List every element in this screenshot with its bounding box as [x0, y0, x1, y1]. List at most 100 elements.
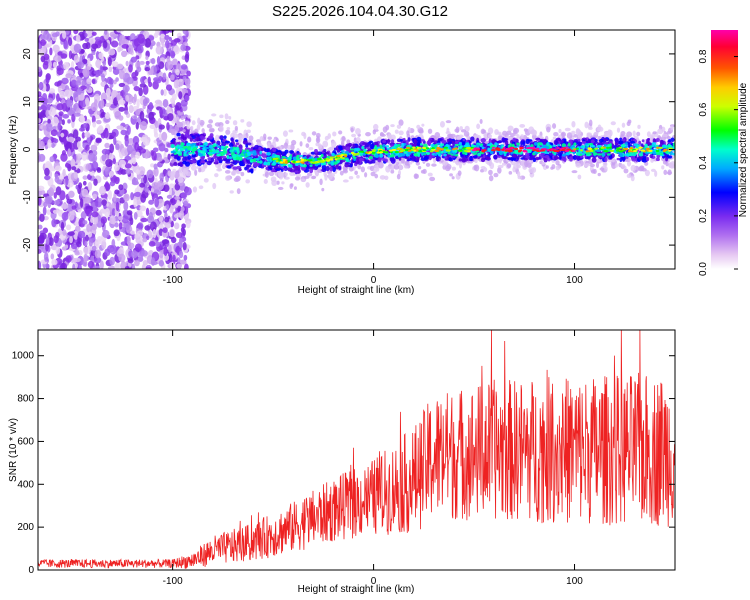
band-cell [170, 141, 176, 145]
noise-cell [80, 85, 87, 90]
noise-cell [84, 37, 89, 42]
noise-cell [145, 60, 150, 65]
band-cell [325, 165, 330, 172]
noise-cell [108, 66, 113, 73]
band-cell [365, 159, 370, 164]
noise-cell [85, 144, 90, 151]
band-cell [616, 157, 620, 161]
noise-cell [61, 77, 69, 85]
band-cell [641, 139, 645, 143]
noise-cell [38, 118, 42, 124]
noise-cell [63, 39, 68, 49]
band-cell [493, 154, 498, 160]
core-cell [565, 151, 570, 156]
halo-cell [416, 124, 421, 130]
noise-cell [111, 61, 119, 68]
noise-cell [91, 161, 99, 170]
noise-cell [120, 129, 128, 136]
core-cell [638, 152, 644, 157]
band-cell [246, 142, 252, 146]
noise-cell [62, 30, 67, 39]
band-cell [602, 138, 608, 142]
noise-cell [100, 111, 107, 118]
halo-cell [418, 129, 424, 134]
halo-cell [284, 172, 288, 177]
halo-cell [276, 180, 280, 185]
band-cell [223, 135, 227, 140]
noise-cell [125, 94, 130, 102]
noise-cell [52, 61, 57, 69]
noise-cell [156, 56, 161, 66]
noise-cell [160, 89, 164, 96]
band-cell [527, 139, 533, 142]
noise-cell [73, 112, 81, 117]
halo-cell [445, 120, 452, 124]
band-cell [581, 141, 587, 144]
band-cell [523, 158, 528, 161]
noise-cell [38, 112, 45, 118]
halo-cell [610, 121, 616, 126]
halo-cell [351, 133, 357, 138]
band-cell [400, 138, 403, 142]
core-cell [561, 153, 566, 157]
noise-cell [164, 34, 170, 41]
halo-cell [531, 167, 537, 173]
band-cell [232, 166, 238, 170]
noise-cell [105, 158, 113, 168]
halo-cell [555, 159, 560, 166]
core-cell [542, 145, 548, 149]
halo-cell [203, 161, 208, 169]
noise-cell [78, 217, 86, 228]
noise-cell [161, 131, 168, 141]
spectrogram-cells [38, 30, 675, 269]
halo-cell [264, 171, 269, 178]
halo-cell [354, 170, 358, 175]
band-cell [224, 140, 231, 144]
band-cell [668, 139, 672, 143]
core-cell [668, 150, 673, 156]
core-cell [230, 146, 234, 150]
halo-cell [400, 157, 406, 164]
noise-cell [113, 136, 117, 146]
noise-cell [133, 212, 138, 220]
core-cell [417, 153, 421, 158]
band-cell [428, 155, 432, 161]
halo-cell [373, 123, 379, 130]
noise-cell [45, 110, 49, 117]
noise-cell [82, 68, 90, 78]
band-cell [544, 154, 550, 159]
noise-cell [130, 217, 134, 226]
core-cell [385, 145, 390, 148]
core-cell [447, 151, 450, 155]
band-cell [345, 146, 351, 151]
band-cell [619, 137, 623, 141]
band-cell [577, 138, 581, 142]
halo-cell [442, 164, 447, 170]
noise-cell [59, 90, 66, 99]
noise-cell [76, 141, 82, 149]
core-cell [557, 143, 561, 147]
noise-cell [85, 163, 92, 171]
halo-cell [262, 133, 267, 140]
noise-cell [175, 68, 180, 76]
noise-cell [90, 102, 98, 112]
halo-cell [208, 119, 214, 124]
band-cell [275, 168, 281, 171]
halo-cell [404, 165, 409, 169]
core-cell [186, 142, 191, 147]
core-cell [374, 145, 378, 150]
noise-cell [55, 246, 61, 255]
halo-cell [599, 167, 605, 171]
halo-cell [589, 163, 595, 168]
band-cell [230, 161, 236, 164]
noise-cell [51, 142, 55, 148]
noise-cell [153, 163, 158, 170]
halo-cell [339, 170, 344, 176]
halo-cell [355, 128, 361, 135]
halo-cell [282, 130, 288, 137]
halo-cell [230, 170, 236, 176]
core-cell [267, 157, 271, 160]
noise-cell [63, 129, 68, 138]
noise-cell [171, 93, 177, 101]
noise-cell [183, 254, 188, 261]
